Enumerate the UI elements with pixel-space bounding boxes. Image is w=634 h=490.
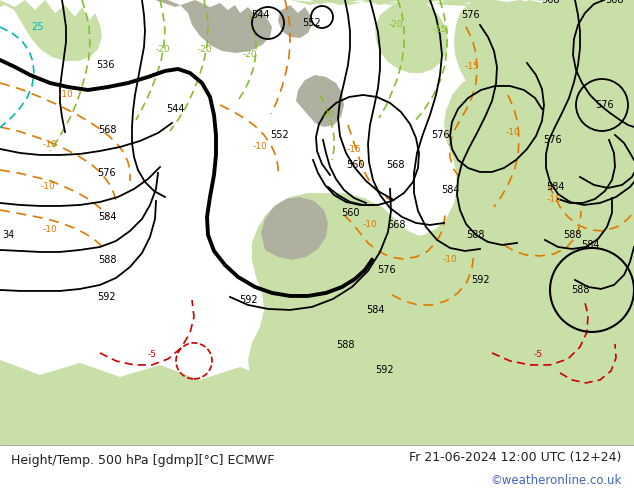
Text: 544: 544 [165,104,184,114]
Text: -10: -10 [252,143,268,151]
Text: 584: 584 [98,212,116,222]
Text: -15: -15 [347,146,361,154]
Text: 592: 592 [470,275,489,285]
Text: 584: 584 [581,240,599,250]
Text: -10: -10 [443,255,457,265]
Text: -10: -10 [363,220,377,229]
Text: 568: 568 [385,160,404,170]
Text: 588: 588 [466,230,484,240]
Text: 34: 34 [2,230,14,240]
Text: 552: 552 [302,18,321,28]
Text: -10: -10 [41,182,55,192]
Text: -15: -15 [432,25,448,34]
Text: -15: -15 [547,196,561,204]
Text: 576: 576 [98,168,116,178]
Polygon shape [257,0,634,445]
Text: 584: 584 [441,185,459,195]
Polygon shape [0,360,634,445]
Text: Fr 21-06-2024 12:00 UTC (12+24): Fr 21-06-2024 12:00 UTC (12+24) [409,451,621,464]
Text: -5: -5 [148,350,157,360]
Text: 536: 536 [96,60,114,70]
Text: 592: 592 [376,365,394,375]
Text: 588: 588 [563,230,581,240]
Text: ©weatheronline.co.uk: ©weatheronline.co.uk [490,473,621,487]
Text: 25: 25 [32,22,44,32]
Text: 568: 568 [541,0,559,5]
Text: 588: 588 [98,255,116,265]
Text: 584: 584 [366,305,384,315]
Text: 544: 544 [251,10,269,20]
Text: 592: 592 [238,295,257,305]
Text: -10: -10 [58,91,74,99]
Text: 560: 560 [340,208,359,218]
Text: -10: -10 [42,141,57,149]
Text: 552: 552 [271,130,289,140]
Text: 588: 588 [571,285,589,295]
Polygon shape [248,0,634,445]
Text: 576: 576 [596,100,614,110]
Text: -20: -20 [243,50,257,59]
Polygon shape [261,197,328,260]
Polygon shape [278,0,634,445]
Text: 576: 576 [378,265,396,275]
Polygon shape [45,13,70,37]
Text: -10: -10 [506,128,521,138]
Text: -20: -20 [389,21,403,29]
Text: 576: 576 [543,135,561,145]
Polygon shape [320,0,634,245]
Polygon shape [278,5,312,38]
Text: -10: -10 [42,225,57,234]
Text: -20: -20 [321,110,335,120]
Polygon shape [155,0,272,53]
Text: 560: 560 [346,160,365,170]
Text: 576: 576 [430,130,450,140]
Polygon shape [296,75,344,127]
Text: -15: -15 [465,63,479,72]
Text: 576: 576 [461,10,479,20]
Text: -20: -20 [156,46,171,54]
Text: 568: 568 [605,0,623,5]
Text: -20: -20 [198,46,212,54]
Polygon shape [0,0,102,61]
Text: 584: 584 [546,182,564,192]
Text: 568: 568 [98,125,116,135]
Text: 592: 592 [98,292,116,302]
Text: -5: -5 [533,350,543,360]
Text: Height/Temp. 500 hPa [gdmp][°C] ECMWF: Height/Temp. 500 hPa [gdmp][°C] ECMWF [11,454,275,467]
Text: 588: 588 [336,340,354,350]
Text: 568: 568 [387,220,405,230]
